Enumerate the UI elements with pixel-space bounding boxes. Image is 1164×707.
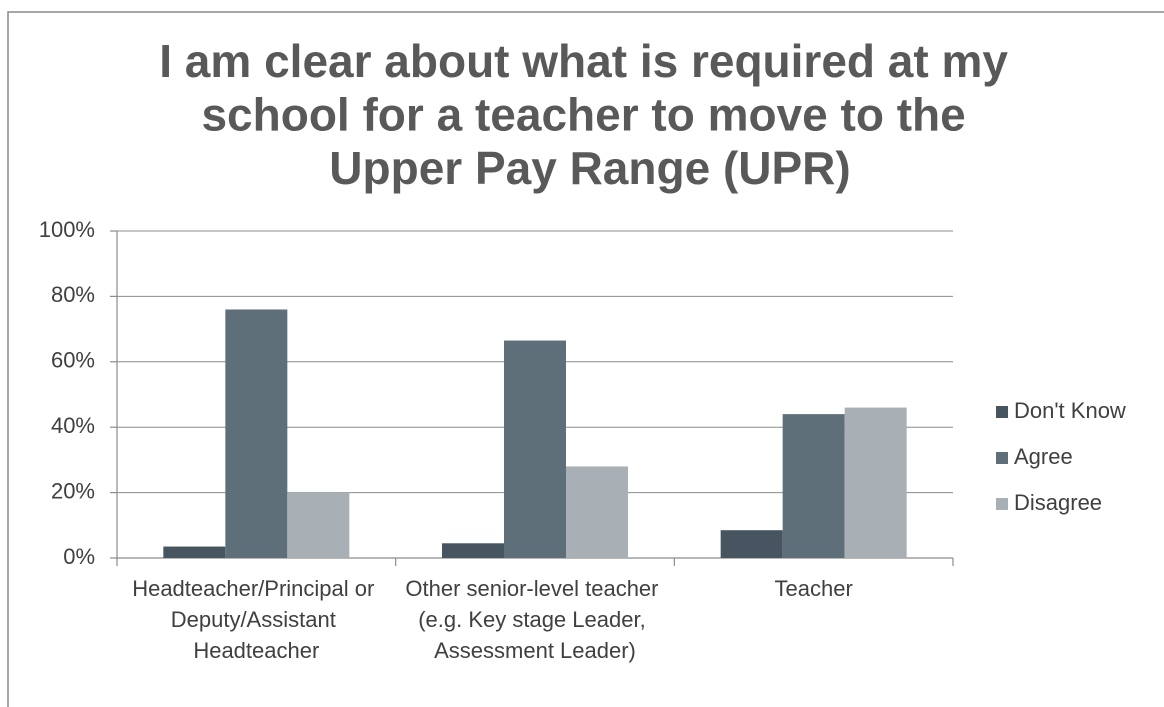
legend-label: Disagree [1014, 490, 1102, 515]
x-tick-label: Teacher [775, 576, 853, 601]
legend-swatch [996, 406, 1008, 418]
y-tick-label: 40% [51, 413, 95, 438]
y-tick-label: 100% [39, 217, 95, 242]
x-tick-label: Headteacher/Principal or Deputy/Assistan… [132, 576, 380, 663]
bar [225, 309, 288, 558]
chart-title: I am clear about what is required at my … [159, 35, 1021, 194]
y-tick-label: 80% [51, 282, 95, 307]
chart-frame [7, 11, 1164, 707]
bar [163, 546, 226, 558]
x-tick-label: Other senior-level teacher (e.g. Key sta… [405, 576, 664, 663]
y-tick-label: 20% [51, 478, 95, 503]
bar [504, 340, 566, 558]
legend-label: Don't Know [1014, 398, 1126, 423]
legend-swatch [996, 452, 1008, 464]
y-tick-label: 0% [63, 544, 95, 569]
bar [720, 530, 783, 558]
y-tick-label: 60% [51, 348, 95, 373]
bar [442, 543, 504, 558]
bar [566, 466, 628, 558]
bar [844, 407, 907, 558]
bar [782, 414, 845, 558]
legend-swatch [996, 498, 1008, 510]
bar [287, 492, 350, 558]
legend-label: Agree [1014, 444, 1073, 469]
